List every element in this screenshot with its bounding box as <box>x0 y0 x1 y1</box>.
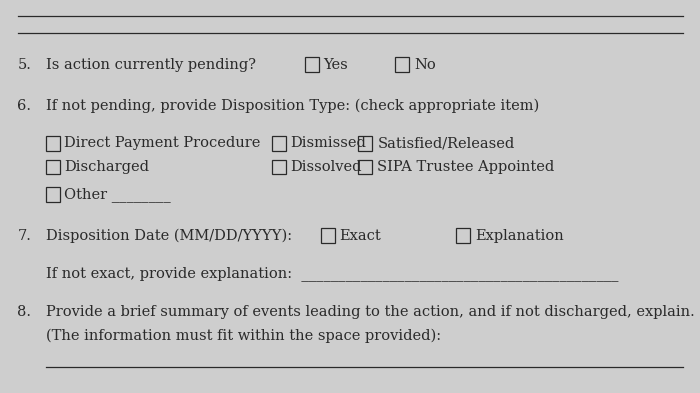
Text: Provide a brief summary of events leading to the action, and if not discharged, : Provide a brief summary of events leadin… <box>46 305 694 320</box>
Text: SIPA Trustee Appointed: SIPA Trustee Appointed <box>377 160 554 174</box>
Text: If not pending, provide Disposition Type: (check appropriate item): If not pending, provide Disposition Type… <box>46 99 539 113</box>
Bar <box>272 136 286 151</box>
Text: Explanation: Explanation <box>475 229 564 243</box>
Text: Dissolved: Dissolved <box>290 160 362 174</box>
Text: Is action currently pending?: Is action currently pending? <box>46 58 256 72</box>
Text: (The information must fit within the space provided):: (The information must fit within the spa… <box>46 329 440 343</box>
Text: Satisfied/Released: Satisfied/Released <box>377 136 514 151</box>
Text: Direct Payment Procedure: Direct Payment Procedure <box>64 136 261 151</box>
Bar <box>358 136 372 151</box>
Text: If not exact, provide explanation:  ___________________________________________: If not exact, provide explanation: _____… <box>46 266 618 281</box>
Text: Other ________: Other ________ <box>64 187 171 202</box>
Text: Yes: Yes <box>323 58 348 72</box>
Text: Dismissed: Dismissed <box>290 136 366 151</box>
Text: Discharged: Discharged <box>64 160 149 174</box>
Text: 7.: 7. <box>18 229 32 243</box>
Text: 6.: 6. <box>18 99 32 113</box>
Bar <box>358 160 372 174</box>
Bar <box>304 57 318 72</box>
Bar <box>321 228 335 243</box>
Bar <box>272 160 286 174</box>
Text: 5.: 5. <box>18 58 32 72</box>
Bar <box>456 228 470 243</box>
Text: Exact: Exact <box>340 229 382 243</box>
Text: No: No <box>414 58 436 72</box>
Text: Disposition Date (MM/DD/YYYY):: Disposition Date (MM/DD/YYYY): <box>46 229 292 243</box>
Bar <box>395 57 409 72</box>
Bar <box>46 136 60 151</box>
Bar <box>46 160 60 174</box>
Bar <box>46 187 60 202</box>
Text: 8.: 8. <box>18 305 32 320</box>
